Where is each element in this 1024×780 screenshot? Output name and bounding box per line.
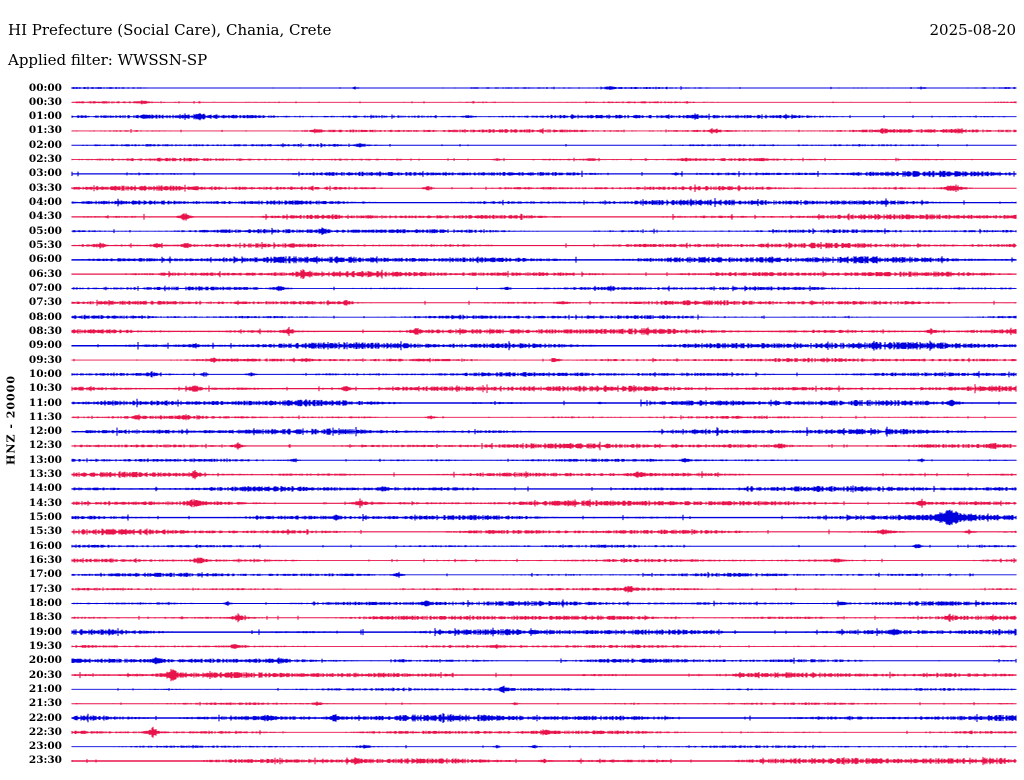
seismogram-trace-1100 [71, 398, 1017, 408]
seismogram-trace-1300 [71, 458, 1017, 463]
seismogram-trace-0500 [71, 227, 1017, 235]
seismogram-trace-2000 [71, 657, 1017, 665]
seismogram-trace-1030 [71, 384, 1017, 394]
seismogram-trace-0330 [71, 184, 1017, 192]
seismogram-trace-0100 [71, 113, 1017, 121]
seismogram-trace-2030 [71, 668, 1017, 682]
seismogram-trace-1330 [71, 470, 1017, 480]
seismogram-trace-2330 [71, 756, 1017, 766]
seismogram-trace-1430 [71, 498, 1017, 509]
seismogram-trace-1900 [71, 627, 1017, 637]
seismogram-trace-1130 [71, 414, 1017, 421]
seismogram-trace-2230 [71, 726, 1017, 738]
seismogram-trace-2200 [71, 713, 1017, 723]
seismogram-trace-1600 [71, 544, 1017, 549]
seismogram-trace-0600 [71, 256, 1017, 264]
seismogram-trace-0400 [71, 198, 1017, 207]
seismogram-trace-0930 [71, 357, 1017, 363]
seismogram-trace-0430 [71, 213, 1017, 221]
seismogram-trace-0000 [71, 86, 1017, 90]
seismogram-trace-1530 [71, 528, 1017, 536]
seismogram-trace-0800 [71, 314, 1017, 320]
seismogram-trace-1730 [71, 585, 1017, 593]
seismogram-trace-0300 [71, 170, 1017, 178]
seismogram-trace-1200 [71, 426, 1017, 437]
seismogram-trace-0230 [71, 157, 1017, 162]
seismogram-trace-1500 [71, 509, 1017, 526]
seismogram-trace-0030 [71, 100, 1017, 105]
seismogram-trace-1400 [71, 485, 1017, 493]
seismogram-trace-1000 [71, 371, 1017, 378]
seismogram-trace-1700 [71, 571, 1017, 578]
seismogram-trace-0730 [71, 299, 1017, 306]
seismogram-trace-1230 [71, 441, 1017, 451]
applied-filter-label: Applied filter: WWSSN-SP [8, 51, 208, 69]
date-label: 2025-08-20 [929, 21, 1016, 39]
seismogram-trace-0900 [71, 340, 1017, 351]
seismogram-trace-1930 [71, 644, 1017, 649]
seismogram-trace-1830 [71, 613, 1017, 623]
seismogram-trace-0130 [71, 128, 1017, 134]
seismogram-trace-2100 [71, 685, 1017, 694]
seismogram-trace-2300 [71, 744, 1017, 749]
seismogram-trace-0200 [71, 143, 1017, 148]
seismogram-trace-1800 [71, 599, 1017, 608]
seismogram-trace-2130 [71, 701, 1017, 706]
seismogram-trace-0630 [71, 269, 1017, 279]
seismogram-trace-0700 [71, 285, 1017, 292]
seismogram-trace-0830 [71, 327, 1017, 336]
page-title: HI Prefecture (Social Care), Chania, Cre… [8, 21, 332, 39]
seismogram-trace-1630 [71, 557, 1017, 564]
seismogram-trace-0530 [71, 242, 1017, 249]
